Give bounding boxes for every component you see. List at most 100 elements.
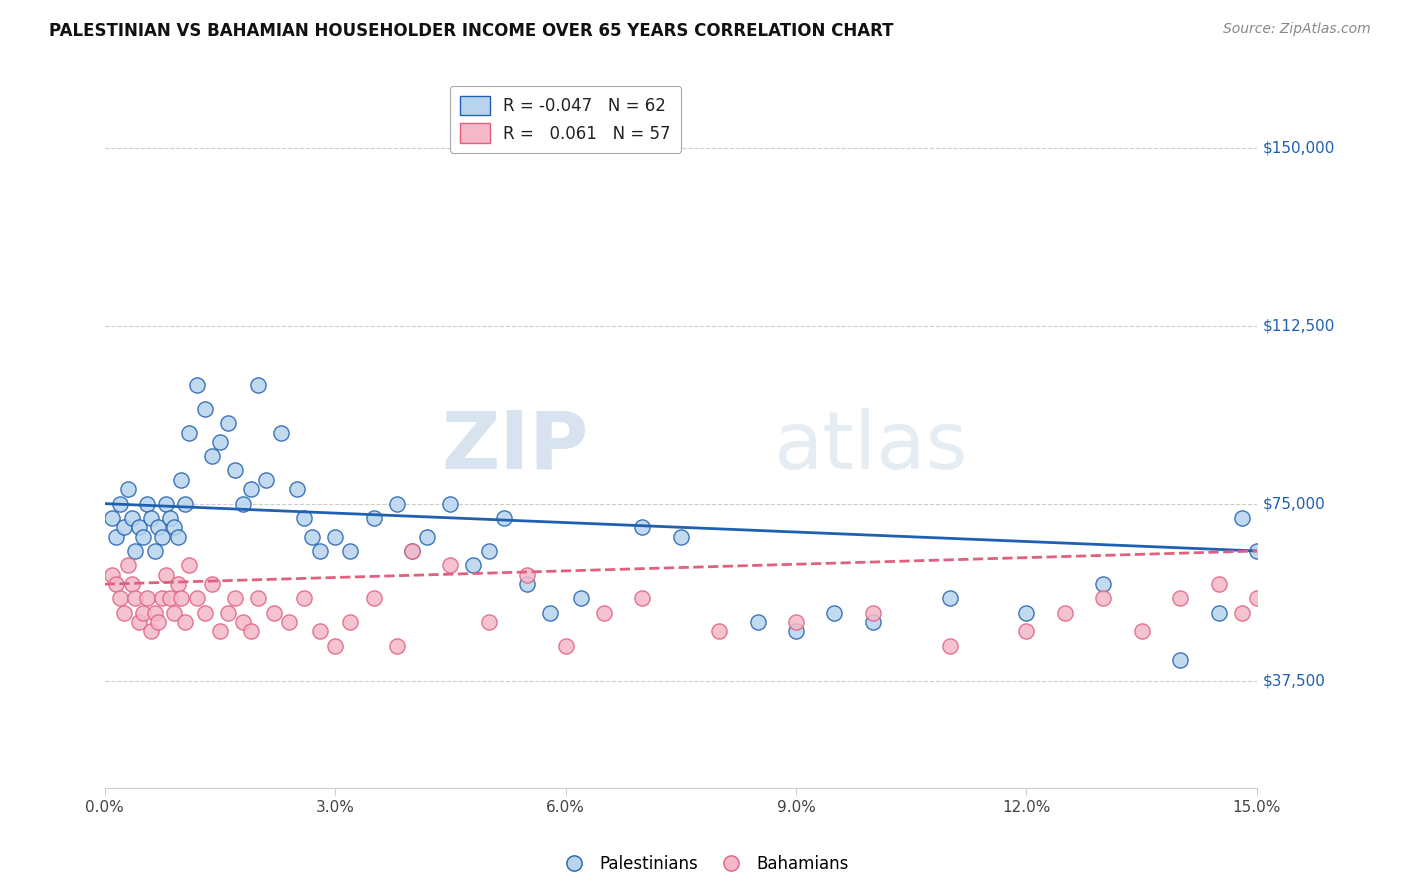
- Point: [478, 544, 501, 558]
- Point: [179, 425, 201, 440]
- Point: [323, 530, 346, 544]
- Point: [294, 591, 316, 606]
- Point: [363, 591, 385, 606]
- Point: [823, 606, 845, 620]
- Text: $150,000: $150,000: [1263, 141, 1336, 156]
- Point: [385, 497, 408, 511]
- Point: [155, 567, 177, 582]
- Point: [201, 577, 224, 591]
- Point: [148, 520, 170, 534]
- Point: [170, 591, 193, 606]
- Point: [669, 530, 692, 544]
- Point: [1092, 591, 1115, 606]
- Point: [1230, 606, 1253, 620]
- Point: [308, 624, 330, 639]
- Point: [938, 591, 960, 606]
- Point: [217, 416, 239, 430]
- Point: [143, 544, 166, 558]
- Point: [155, 497, 177, 511]
- Text: $75,000: $75,000: [1263, 496, 1326, 511]
- Point: [478, 615, 501, 629]
- Point: [463, 558, 485, 573]
- Point: [135, 497, 157, 511]
- Point: [439, 558, 461, 573]
- Point: [159, 511, 181, 525]
- Text: $112,500: $112,500: [1263, 318, 1336, 334]
- Point: [862, 615, 884, 629]
- Point: [1208, 577, 1230, 591]
- Point: [201, 450, 224, 464]
- Point: [516, 577, 538, 591]
- Point: [401, 544, 423, 558]
- Point: [132, 606, 155, 620]
- Point: [1246, 544, 1268, 558]
- Point: [101, 511, 124, 525]
- Point: [247, 378, 270, 392]
- Point: [224, 463, 246, 477]
- Point: [193, 401, 215, 416]
- Text: $37,500: $37,500: [1263, 673, 1326, 689]
- Point: [294, 511, 316, 525]
- Point: [416, 530, 439, 544]
- Point: [232, 615, 254, 629]
- Point: [124, 591, 146, 606]
- Point: [166, 530, 188, 544]
- Point: [938, 639, 960, 653]
- Point: [538, 606, 561, 620]
- Point: [747, 615, 769, 629]
- Point: [401, 544, 423, 558]
- Point: [439, 497, 461, 511]
- Point: [516, 567, 538, 582]
- Point: [239, 483, 262, 497]
- Point: [139, 511, 162, 525]
- Point: [108, 591, 131, 606]
- Point: [132, 530, 155, 544]
- Point: [208, 435, 231, 450]
- Point: [179, 558, 201, 573]
- Point: [208, 624, 231, 639]
- Point: [128, 520, 150, 534]
- Point: [569, 591, 592, 606]
- Text: Source: ZipAtlas.com: Source: ZipAtlas.com: [1223, 22, 1371, 37]
- Point: [117, 483, 139, 497]
- Point: [239, 624, 262, 639]
- Point: [1168, 591, 1191, 606]
- Point: [1015, 606, 1038, 620]
- Point: [363, 511, 385, 525]
- Point: [193, 606, 215, 620]
- Point: [285, 483, 308, 497]
- Point: [217, 606, 239, 620]
- Point: [135, 591, 157, 606]
- Point: [301, 530, 323, 544]
- Point: [385, 639, 408, 653]
- Point: [263, 606, 285, 620]
- Point: [139, 624, 162, 639]
- Text: ZIP: ZIP: [441, 408, 589, 486]
- Point: [1246, 591, 1268, 606]
- Point: [1092, 577, 1115, 591]
- Point: [270, 425, 292, 440]
- Point: [278, 615, 301, 629]
- Point: [323, 639, 346, 653]
- Point: [254, 473, 277, 487]
- Point: [112, 520, 135, 534]
- Point: [148, 615, 170, 629]
- Point: [121, 511, 143, 525]
- Point: [308, 544, 330, 558]
- Point: [709, 624, 731, 639]
- Point: [186, 378, 208, 392]
- Point: [631, 591, 654, 606]
- Point: [128, 615, 150, 629]
- Text: PALESTINIAN VS BAHAMIAN HOUSEHOLDER INCOME OVER 65 YEARS CORRELATION CHART: PALESTINIAN VS BAHAMIAN HOUSEHOLDER INCO…: [49, 22, 894, 40]
- Text: atlas: atlas: [773, 408, 967, 486]
- Point: [174, 615, 197, 629]
- Point: [121, 577, 143, 591]
- Point: [224, 591, 246, 606]
- Point: [170, 473, 193, 487]
- Point: [163, 520, 186, 534]
- Point: [1208, 606, 1230, 620]
- Point: [117, 558, 139, 573]
- Point: [785, 624, 807, 639]
- Point: [124, 544, 146, 558]
- Point: [150, 530, 173, 544]
